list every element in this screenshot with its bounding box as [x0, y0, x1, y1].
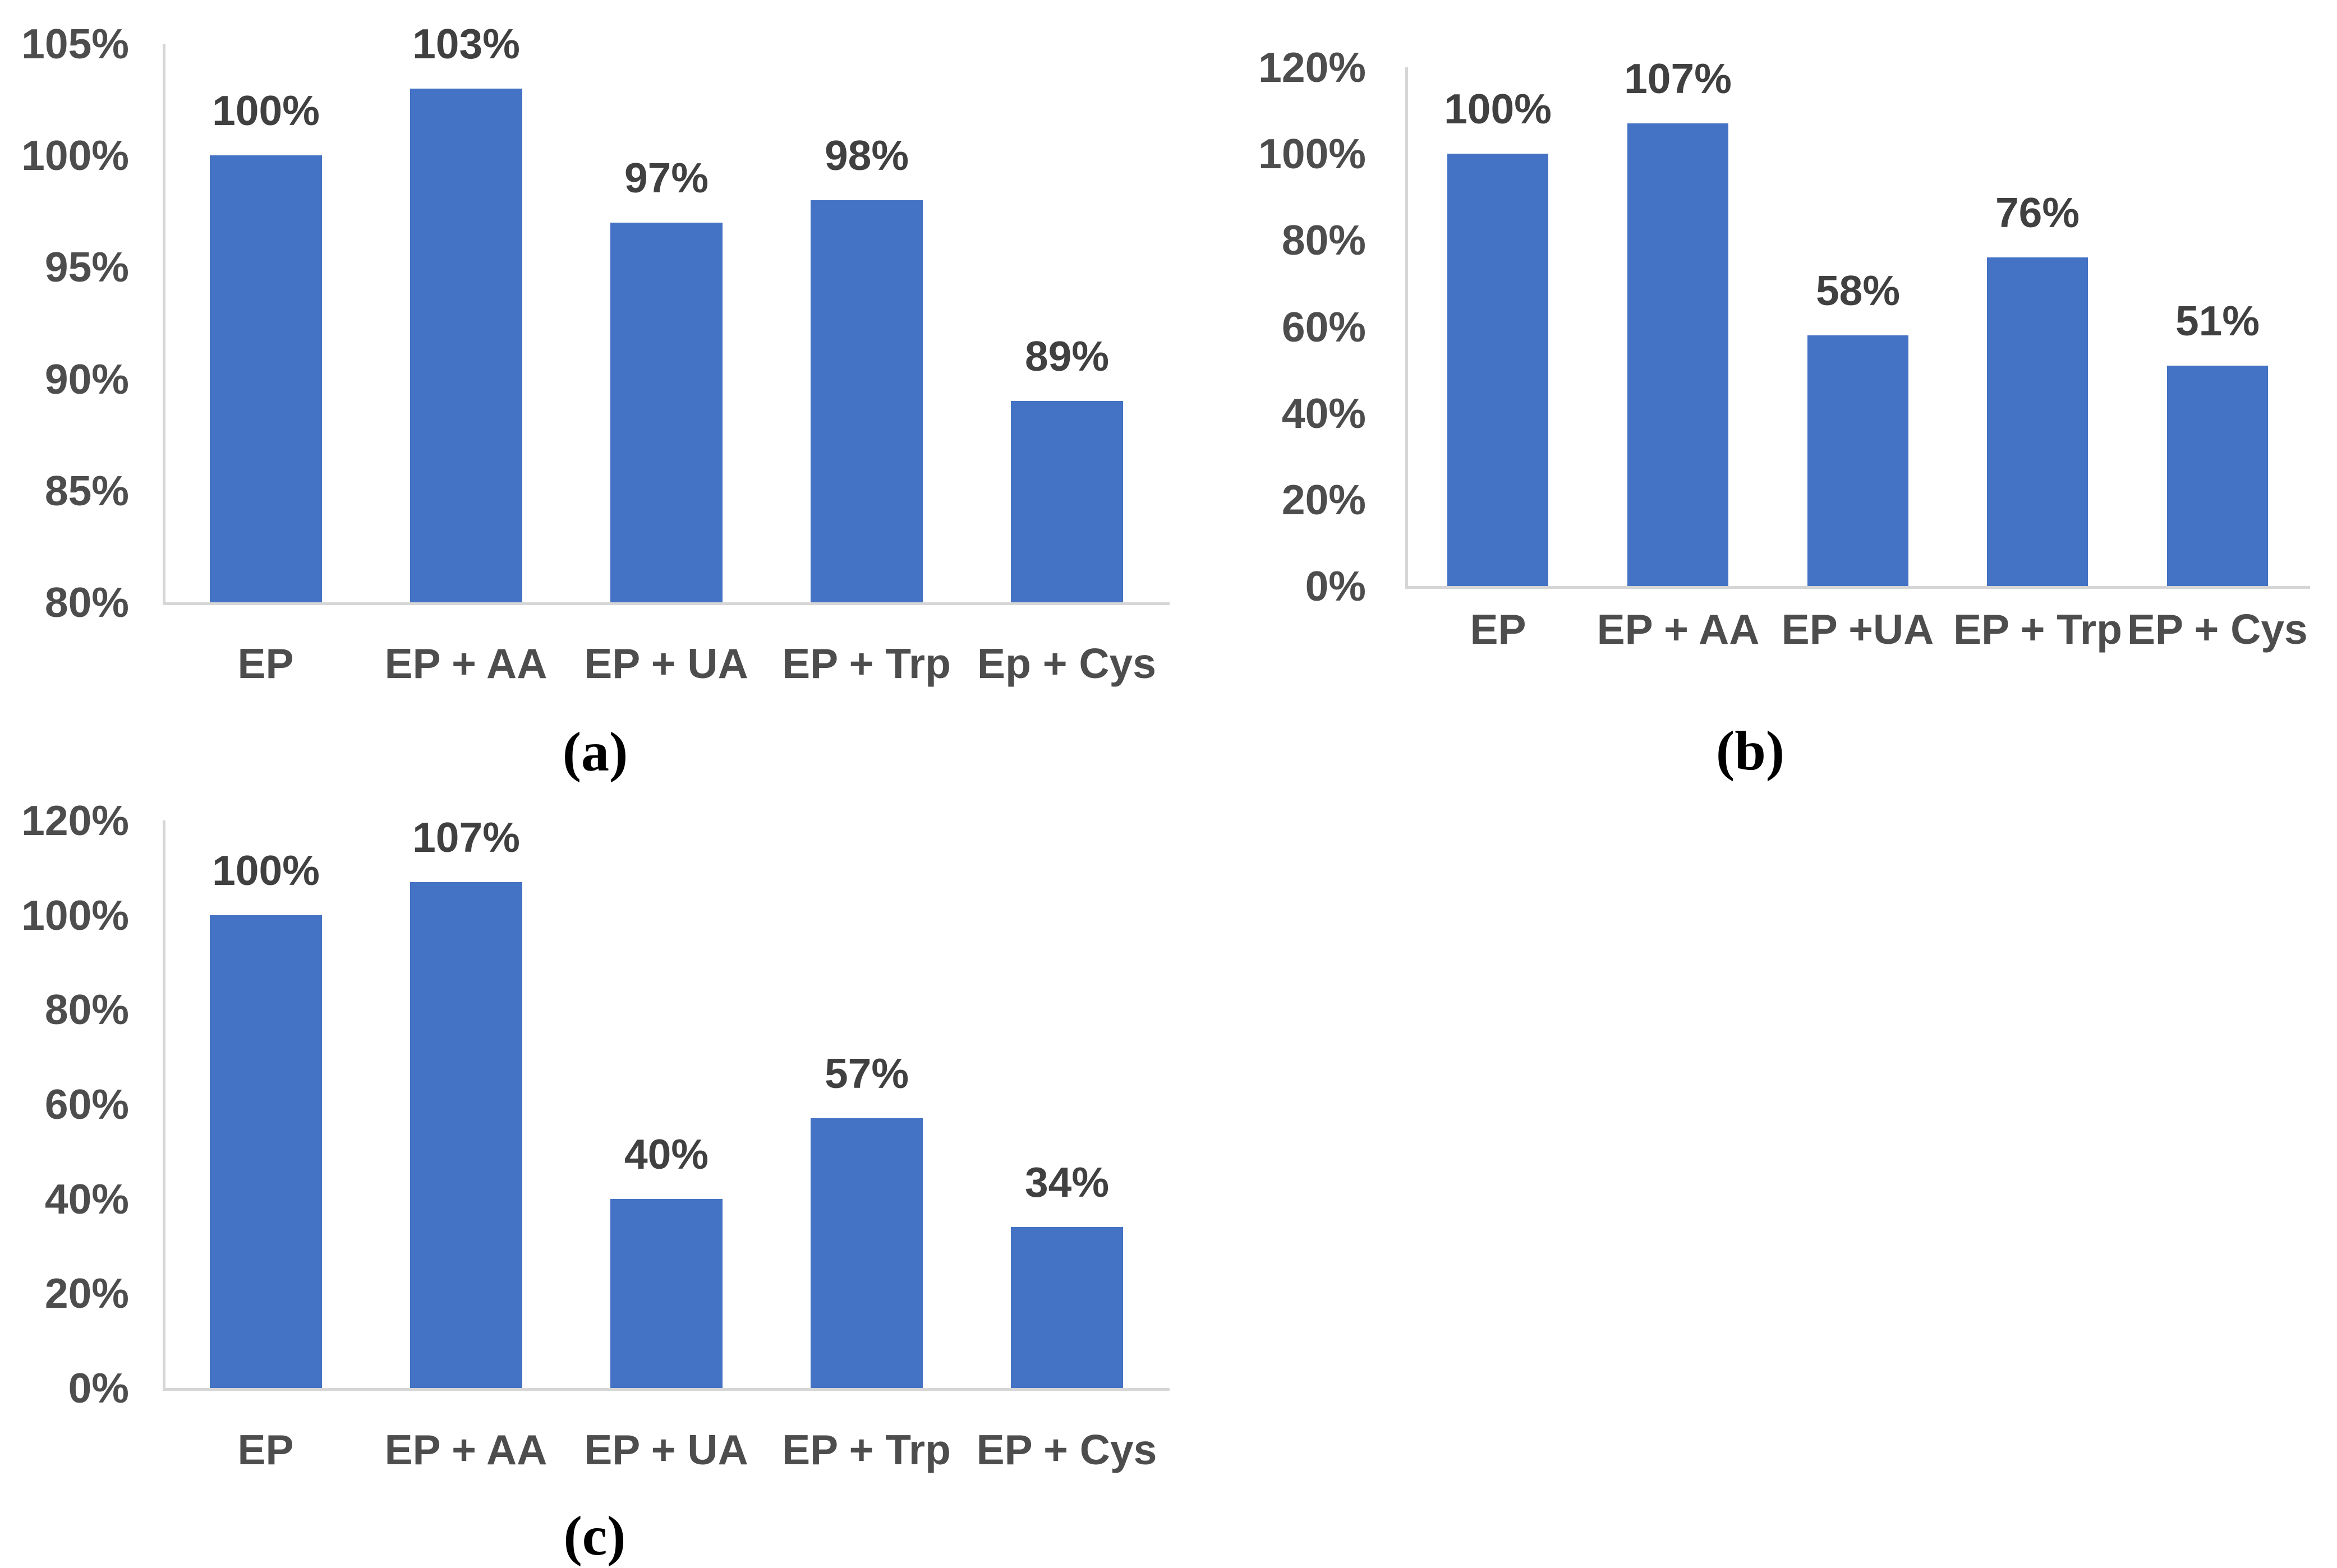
- x-category-label: EP + Cys: [2127, 606, 2308, 653]
- bar: [610, 223, 723, 602]
- bar: [210, 915, 322, 1388]
- bar-value-label: 107%: [412, 814, 520, 861]
- y-tick-label: 100%: [21, 891, 129, 939]
- chart-c-caption: (c): [563, 1505, 626, 1567]
- x-category-label: EP: [237, 640, 294, 687]
- x-category-label: Ep + Cys: [977, 640, 1156, 687]
- y-tick-label: 0%: [68, 1364, 129, 1412]
- bar-value-label: 100%: [212, 847, 320, 894]
- y-tick-label: 80%: [1281, 216, 1366, 264]
- y-tick-label: 0%: [1305, 562, 1366, 610]
- chart-a-caption: (a): [562, 721, 628, 783]
- bar: [1627, 123, 1728, 586]
- bar-value-label: 58%: [1815, 267, 1901, 314]
- y-tick-label: 80%: [44, 579, 129, 626]
- y-tick-label: 40%: [44, 1175, 129, 1223]
- y-tick-label: 100%: [21, 132, 129, 179]
- bar: [410, 89, 522, 602]
- x-axis-line: [1405, 586, 2310, 589]
- x-category-label: EP + AA: [384, 1426, 548, 1473]
- x-category-label: EP + Cys: [976, 1426, 1157, 1473]
- y-tick-label: 60%: [44, 1081, 129, 1128]
- bar: [610, 1199, 723, 1388]
- y-tick-label: 120%: [21, 797, 129, 844]
- y-tick-label: 20%: [44, 1270, 129, 1317]
- x-category-label: EP + AA: [384, 640, 548, 687]
- y-tick-label: 80%: [44, 986, 129, 1034]
- bar: [410, 882, 522, 1388]
- x-category-label: EP + UA: [584, 640, 748, 687]
- bar-value-label: 97%: [624, 154, 709, 201]
- y-tick-label: 85%: [44, 467, 129, 514]
- y-axis-line: [1405, 67, 1408, 589]
- bar-value-label: 100%: [212, 87, 320, 134]
- bar: [1011, 401, 1123, 602]
- chart-b-caption: (b): [1715, 720, 1785, 782]
- bar-value-label: 34%: [1024, 1159, 1110, 1206]
- x-category-label: EP: [1470, 606, 1526, 653]
- y-axis-line: [163, 820, 165, 1391]
- bar: [1807, 335, 1908, 586]
- y-tick-label: 90%: [44, 355, 129, 403]
- bar-value-label: 98%: [824, 132, 909, 179]
- bar: [210, 155, 322, 602]
- bar: [1987, 257, 2088, 586]
- bar: [1447, 154, 1548, 586]
- x-category-label: EP + Trp: [782, 1426, 951, 1473]
- x-category-label: EP + UA: [584, 1426, 748, 1473]
- x-category-label: EP: [237, 1426, 294, 1473]
- y-tick-label: 120%: [1258, 44, 1366, 91]
- y-tick-label: 60%: [1281, 303, 1366, 351]
- y-tick-label: 95%: [44, 243, 129, 291]
- x-category-label: EP +UA: [1781, 606, 1934, 653]
- x-category-label: EP + Trp: [1953, 606, 2122, 653]
- y-tick-label: 100%: [1258, 130, 1366, 178]
- bar-value-label: 51%: [2175, 297, 2260, 344]
- bar: [811, 200, 923, 602]
- bar-value-label: 100%: [1444, 85, 1552, 132]
- bar-value-label: 57%: [824, 1050, 909, 1097]
- y-tick-label: 20%: [1281, 476, 1366, 523]
- y-tick-label: 40%: [1281, 389, 1366, 437]
- y-tick-label: 105%: [21, 20, 129, 67]
- bar: [1011, 1227, 1123, 1388]
- x-axis-line: [163, 602, 1170, 605]
- bar-value-label: 103%: [412, 20, 520, 67]
- bar-value-label: 40%: [624, 1131, 709, 1178]
- bar-value-label: 76%: [1995, 189, 2080, 236]
- bar: [811, 1118, 923, 1388]
- x-axis-line: [163, 1388, 1170, 1391]
- x-category-label: EP + AA: [1597, 606, 1760, 653]
- bar-value-label: 89%: [1024, 333, 1110, 380]
- x-category-label: EP + Trp: [782, 640, 951, 687]
- bar: [2167, 366, 2268, 586]
- y-axis-line: [163, 44, 165, 605]
- bar-value-label: 107%: [1624, 55, 1732, 102]
